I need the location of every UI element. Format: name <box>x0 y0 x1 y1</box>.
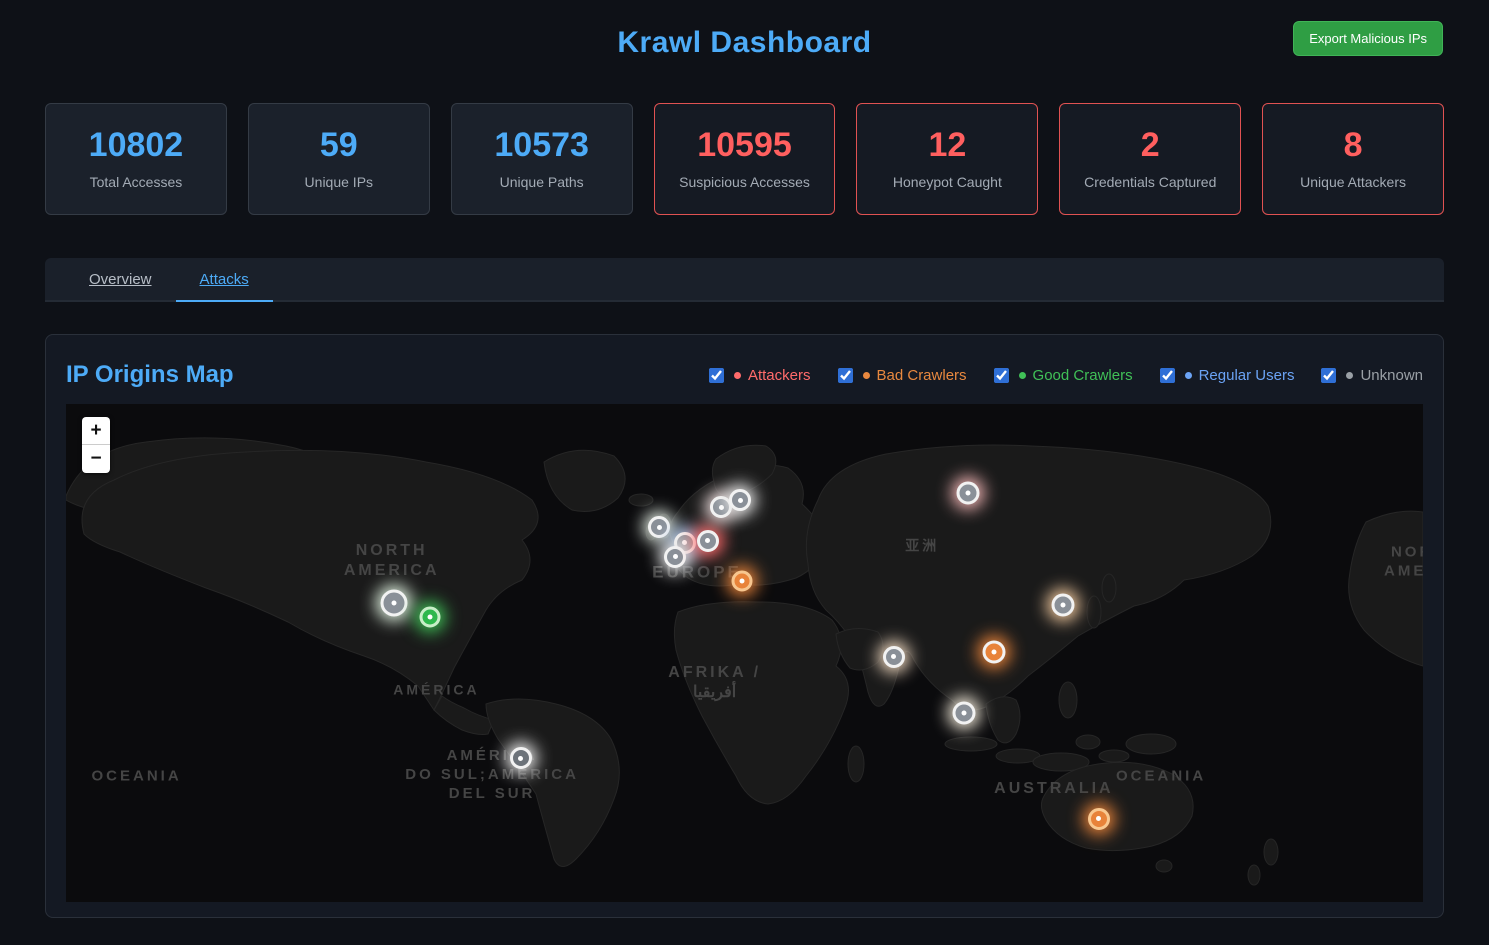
attackers-dot-icon <box>733 371 741 379</box>
stat-card-total-accesses: 10802 Total Accesses <box>45 103 227 215</box>
map-label-north-america: NORTH AMERICA <box>343 541 440 579</box>
stat-card-unique-attackers: 8 Unique Attackers <box>1262 103 1445 215</box>
stat-label: Total Accesses <box>89 173 183 190</box>
map-marker-south-china[interactable] <box>982 640 1006 664</box>
page-title: Krawl Dashboard <box>617 26 872 59</box>
legend-item-good-crawlers: Good Crawlers <box>993 366 1133 384</box>
marker-center-dot <box>891 654 897 660</box>
marker-center-dot <box>718 504 724 510</box>
map-marker-central-europe[interactable] <box>696 529 719 552</box>
stat-label: Unique IPs <box>304 173 374 190</box>
marker-center-dot <box>991 649 997 655</box>
legend-label: Good Crawlers <box>1032 366 1133 384</box>
stat-value: 8 <box>1343 126 1363 164</box>
map-marker-us-central[interactable] <box>380 589 408 617</box>
stat-card-suspicious-accesses: 10595 Suspicious Accesses <box>653 103 836 215</box>
tab-bar: Overview Attacks <box>45 258 1444 302</box>
legend-item-regular-users: Regular Users <box>1159 366 1295 384</box>
map-marker-australia[interactable] <box>1087 807 1110 830</box>
marker-center-dot <box>1060 602 1066 608</box>
good-crawlers-checkbox[interactable] <box>993 367 1009 383</box>
legend-label: Unknown <box>1360 366 1423 384</box>
bad-crawlers-dot-icon <box>862 371 870 379</box>
marker-center-dot <box>737 497 743 503</box>
stat-label: Unique Attackers <box>1300 173 1406 190</box>
stat-value: 10573 <box>494 126 589 164</box>
bad-crawlers-checkbox[interactable] <box>837 367 853 383</box>
legend-label: Bad Crawlers <box>876 366 967 384</box>
map-marker-us-southeast[interactable] <box>419 606 441 628</box>
marker-center-dot <box>518 755 524 761</box>
map-panel-header: IP Origins Map Attackers Bad Crawlers Go… <box>66 354 1423 396</box>
map-legend: Attackers Bad Crawlers Good Crawlers Reg… <box>708 366 1423 384</box>
stat-value: 59 <box>319 126 358 164</box>
map-marker-uk[interactable] <box>648 516 670 538</box>
regular-users-checkbox[interactable] <box>1159 367 1175 383</box>
unknown-dot-icon <box>1346 371 1354 379</box>
map-marker-scandinavia-2[interactable] <box>729 489 752 512</box>
stat-value: 12 <box>928 126 967 164</box>
stat-card-credentials-captured: 2 Credentials Captured <box>1059 103 1242 215</box>
stat-label: Unique Paths <box>499 173 584 190</box>
zoom-in-button[interactable]: + <box>82 417 110 445</box>
stat-value: 10802 <box>88 126 184 164</box>
stat-value: 10595 <box>697 126 792 164</box>
map-label-north-america-wrap: NORAMER <box>1384 543 1423 580</box>
map-label-africa: AFRIKA / أفريقيا <box>668 663 762 701</box>
map-marker-japan[interactable] <box>1051 593 1075 617</box>
marker-center-dot <box>705 538 711 544</box>
marker-center-dot <box>656 524 662 530</box>
legend-item-bad-crawlers: Bad Crawlers <box>837 366 967 384</box>
map-label-australia: AUSTRALIA <box>994 779 1114 797</box>
map-zoom-control: + − <box>82 417 110 473</box>
legend-item-attackers: Attackers <box>708 366 811 384</box>
good-crawlers-dot-icon <box>1018 371 1026 379</box>
marker-center-dot <box>1096 816 1102 822</box>
marker-center-dot <box>672 554 678 560</box>
map-marker-russia[interactable] <box>956 481 980 505</box>
stat-value: 2 <box>1140 126 1160 164</box>
map-label-south-america: AMÉRICA DO SUL;AMÉRICA DEL SUR <box>405 746 579 802</box>
header: Krawl Dashboard Export Malicious IPs <box>0 0 1489 88</box>
stat-label: Credentials Captured <box>1084 173 1217 190</box>
legend-item-unknown: Unknown <box>1321 367 1423 384</box>
attackers-checkbox[interactable] <box>708 367 724 383</box>
stats-row: 10802 Total Accesses 59 Unique IPs 10573… <box>45 103 1445 215</box>
legend-label: Attackers <box>747 366 811 384</box>
map-label-europe: EUROPE <box>652 562 742 582</box>
tab-attacks[interactable]: Attacks <box>175 258 273 302</box>
map-marker-france[interactable] <box>664 545 687 568</box>
map-marker-brazil[interactable] <box>509 747 532 770</box>
map-marker-southeast-asia[interactable] <box>952 701 976 725</box>
stat-card-unique-paths: 10573 Unique Paths <box>450 103 633 215</box>
map-marker-india[interactable] <box>882 645 905 668</box>
map-label-oceania-west: OCEANIA <box>91 767 182 785</box>
marker-center-dot <box>739 578 745 584</box>
export-malicious-ips-button[interactable]: Export Malicious IPs <box>1293 21 1443 56</box>
continents-layer <box>66 437 1423 886</box>
map-label-oceania-east: OCEANIA <box>1116 767 1207 785</box>
map-marker-east-europe[interactable] <box>731 570 753 592</box>
stat-label: Suspicious Accesses <box>679 173 810 190</box>
stat-label: Honeypot Caught <box>892 173 1002 190</box>
marker-center-dot <box>682 540 688 546</box>
legend-label: Regular Users <box>1198 366 1295 384</box>
marker-center-dot <box>965 490 971 496</box>
marker-center-dot <box>427 614 433 620</box>
map-label-asia: 亚洲 <box>905 537 940 554</box>
zoom-out-button[interactable]: − <box>90 448 102 469</box>
stat-card-unique-ips: 59 Unique IPs <box>247 103 430 215</box>
map-label-central-america: AMÉRICA <box>393 681 480 698</box>
regular-users-dot-icon <box>1184 371 1192 379</box>
unknown-checkbox[interactable] <box>1321 367 1337 383</box>
marker-center-dot <box>961 710 967 716</box>
tab-overview[interactable]: Overview <box>89 270 152 288</box>
ip-origins-map-panel: IP Origins Map Attackers Bad Crawlers Go… <box>45 334 1444 918</box>
world-map[interactable]: NORTH AMERICA AMÉRICA AMÉRICA DO SUL;AMÉRICA… <box>66 404 1423 902</box>
stat-card-honeypot-caught: 12 Honeypot Caught <box>856 103 1039 215</box>
marker-center-dot <box>391 600 397 606</box>
map-panel-title: IP Origins Map <box>66 361 234 388</box>
